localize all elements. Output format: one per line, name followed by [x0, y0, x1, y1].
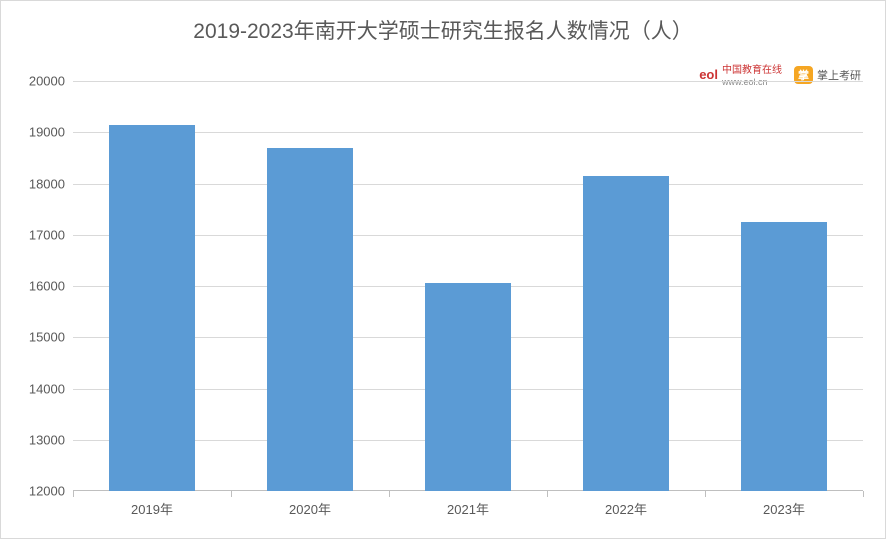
eol-text: 中国教育在线: [722, 65, 782, 76]
x-tick-mark: [231, 491, 232, 497]
x-tick-label: 2020年: [289, 499, 331, 518]
x-tick-mark: [705, 491, 706, 497]
x-tick-label: 2021年: [447, 499, 489, 518]
chart-container: 2019-2023年南开大学硕士研究生报名人数情况（人） eol 中国教育在线 …: [0, 0, 886, 539]
x-tick-label: 2019年: [131, 499, 173, 518]
x-tick-mark: [863, 491, 864, 497]
plot-area: 1200013000140001500016000170001800019000…: [73, 81, 863, 491]
x-tick-mark: [547, 491, 548, 497]
chart-title: 2019-2023年南开大学硕士研究生报名人数情况（人）: [1, 15, 885, 45]
y-tick-label: 19000: [29, 125, 65, 140]
y-tick-label: 18000: [29, 176, 65, 191]
y-tick-label: 14000: [29, 381, 65, 396]
x-tick-label: 2022年: [605, 499, 647, 518]
y-tick-label: 16000: [29, 279, 65, 294]
y-tick-label: 13000: [29, 432, 65, 447]
eol-logo-text: eol: [699, 67, 718, 82]
bar: [741, 222, 828, 491]
bar: [425, 283, 512, 491]
x-tick-mark: [389, 491, 390, 497]
y-tick-label: 20000: [29, 74, 65, 89]
y-tick-label: 12000: [29, 484, 65, 499]
bar: [583, 176, 670, 491]
x-tick-label: 2023年: [763, 499, 805, 518]
y-tick-label: 17000: [29, 227, 65, 242]
bar: [109, 125, 196, 491]
bar: [267, 148, 354, 491]
y-tick-label: 15000: [29, 330, 65, 345]
gridline: [73, 81, 863, 82]
x-tick-mark: [73, 491, 74, 497]
